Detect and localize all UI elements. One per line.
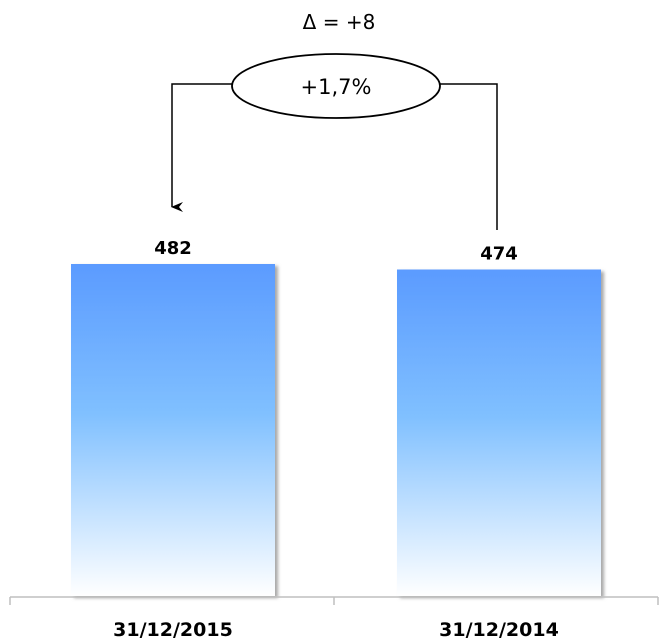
bar-31-12-2014: [397, 269, 601, 596]
percent-change-label: +1,7%: [301, 75, 372, 99]
connector-right: [440, 83, 498, 230]
bar-value-label: 482: [154, 238, 192, 259]
bar-value-label: 474: [480, 244, 518, 265]
bar-31-12-2015: [71, 263, 275, 596]
category-label: 31/12/2015: [113, 619, 233, 641]
category-label: 31/12/2014: [439, 619, 559, 641]
connector-left-arrow: [171, 83, 232, 212]
percent-change-ellipse: [231, 53, 441, 119]
delta-label: Δ = +8: [303, 10, 376, 34]
